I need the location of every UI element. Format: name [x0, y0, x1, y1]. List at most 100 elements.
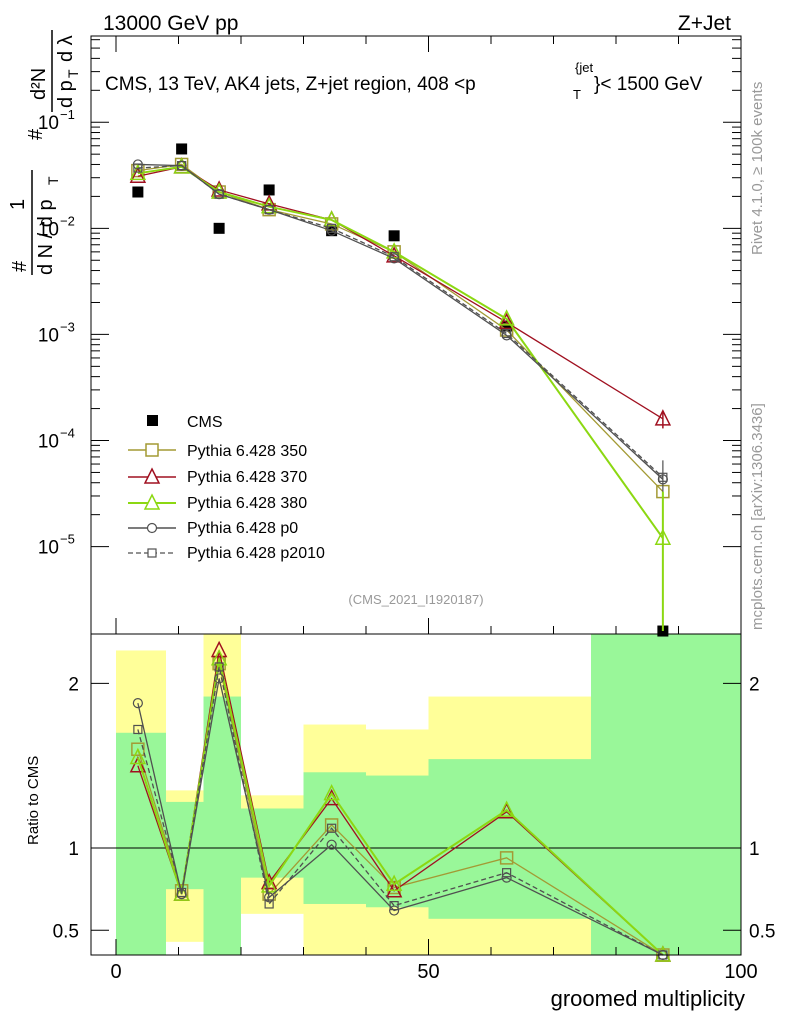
ratio-point-p2010-6 [502, 868, 512, 878]
ratio-point-p380-5 [385, 874, 403, 891]
ratio-point-p350-6 [499, 851, 514, 865]
main-point-p370-0 [129, 166, 147, 183]
ratio-point-p370-2 [210, 640, 228, 658]
main-point-cms-3 [263, 184, 275, 196]
ratio-point-p2010-0 [133, 724, 143, 735]
band-green-5 [366, 775, 429, 908]
ratio-frame [90, 633, 742, 956]
ratio-plot [91, 640, 741, 962]
main-ytick-label-1: 10 [38, 219, 59, 240]
main-line-p2010 [137, 164, 664, 478]
ratio-point-p2010-4 [327, 823, 337, 833]
main-ytick-label-0: 10 [38, 113, 59, 134]
ratio-point-p2010-2 [214, 662, 224, 672]
ratio-point-p380-6 [498, 800, 515, 817]
main-point-p2010-3 [264, 205, 274, 215]
main-ytick-label-4: 10 [38, 538, 59, 559]
ratio-ytick-label-r-2: 2 [749, 674, 760, 695]
ratio-ytick-label-0: 0.5 [53, 921, 79, 942]
main-ytick-exp-3: −4 [60, 426, 75, 441]
ylabel-hash-2: # [25, 128, 47, 140]
main-point-p2010-5 [389, 252, 399, 262]
ratio-xtick-label-1: 50 [417, 961, 439, 983]
main-point-p370-6 [498, 312, 515, 330]
ratio-point-p0-5 [389, 905, 400, 916]
band-green-2 [203, 696, 241, 955]
ratio-ytick-label-2: 2 [68, 674, 79, 695]
ylabel-dpt: d p [55, 80, 77, 108]
ratio-point-p380-4 [323, 783, 340, 801]
main-title: CMS, 13 TeV, AK4 jets, Z+jet region, 408… [105, 60, 703, 102]
main-point-p2010-4 [327, 223, 337, 233]
analysis-id: (CMS_2021_I1920187) [348, 592, 483, 607]
ratio-point-p2010-3 [264, 899, 274, 909]
legend-label-p370: Pythia 6.428 370 [187, 469, 307, 486]
ylabel-d2n: d²N [28, 68, 50, 100]
ratio-line-p2010 [137, 666, 664, 956]
main-ytick-exp-4: −5 [60, 532, 75, 547]
main-point-p2010-1 [177, 161, 187, 171]
ratio-ytick-label-r-0: 0.5 [749, 921, 775, 942]
main-y-label: # 1 d N / d p T # d²N d p T d λ [7, 30, 81, 275]
main-point-cms-5 [388, 230, 400, 242]
legend: CMS Pythia 6.428 350 Pythia 6.428 370 Py… [128, 414, 325, 562]
title-suffix: }< 1500 GeV [594, 74, 703, 95]
main-ytick-exp-1: −2 [60, 213, 75, 228]
main-line-p370 [137, 166, 664, 420]
main-point-cms-2 [213, 222, 225, 234]
main-line-p0 [137, 163, 664, 480]
main-point-p2010-0 [133, 163, 143, 173]
ylabel-one: 1 [7, 199, 29, 210]
main-point-p2010-6 [502, 328, 512, 339]
ratio-point-p350-4 [324, 818, 339, 832]
band-green-4 [303, 772, 366, 904]
legend-marker-p370 [143, 467, 161, 484]
legend-label-p350: Pythia 6.428 350 [187, 443, 307, 460]
energy-label: 13000 GeV pp [103, 12, 238, 35]
ratio-ytick-label-r-1: 1 [749, 839, 760, 860]
main-ytick-exp-0: −1 [60, 107, 75, 122]
main-point-p2010-2 [214, 189, 224, 199]
ylabel-hash-1: # [9, 260, 31, 272]
x-axis-label: groomed multiplicity [551, 986, 745, 1011]
ratio-point-p2010-1 [177, 887, 187, 898]
legend-marker-p380 [143, 493, 161, 510]
ylabel-t2: T [65, 69, 81, 78]
main-ytick-label-2: 10 [38, 325, 59, 346]
title-prefix: CMS, 13 TeV, AK4 jets, Z+jet region, 408… [105, 74, 476, 95]
title-sub: T [573, 87, 581, 102]
ylabel-dlam: d λ [55, 35, 77, 62]
ratio-point-p380-0 [129, 747, 147, 765]
ratio-ytick-label-1: 1 [68, 839, 79, 860]
ratio-point-p2010-5 [389, 901, 399, 911]
legend-marker-p350 [145, 443, 159, 457]
main-ytick-label-3: 10 [38, 432, 59, 453]
main-point-p380-6 [498, 309, 515, 326]
legend-marker-p0 [146, 522, 158, 534]
title-sup: {jet [575, 60, 593, 75]
ratio-point-p380-2 [210, 649, 228, 666]
mcplots-label: mcplots.cern.ch [arXiv:1306.3436] [749, 403, 766, 630]
main-point-cms-6 [501, 320, 513, 332]
legend-label-p0: Pythia 6.428 p0 [187, 520, 298, 537]
legend-marker-p2010 [147, 548, 157, 558]
legend-label-p2010: Pythia 6.428 p2010 [187, 545, 325, 562]
legend-label-p380: Pythia 6.428 380 [187, 495, 307, 512]
main-point-cms-0 [132, 186, 144, 198]
ratio-point-p370-0 [129, 756, 147, 773]
ylabel-dn: d N / d p [35, 199, 57, 275]
legend-marker-cms [147, 415, 158, 426]
legend-label-cms: CMS [187, 414, 223, 431]
ratio-y-label: Ratio to CMS [25, 756, 42, 845]
process-label: Z+Jet [678, 12, 731, 35]
band-green-7 [591, 634, 741, 955]
main-ytick-exp-2: −3 [60, 319, 75, 334]
ratio-bands [116, 634, 741, 955]
ratio-point-p0-4 [326, 839, 337, 850]
rivet-label: Rivet 4.1.0, ≥ 100k events [749, 82, 766, 255]
ratio-xtick-label-2: 100 [724, 961, 757, 983]
ratio-point-p0-0 [132, 698, 143, 709]
main-point-cms-1 [176, 143, 188, 155]
